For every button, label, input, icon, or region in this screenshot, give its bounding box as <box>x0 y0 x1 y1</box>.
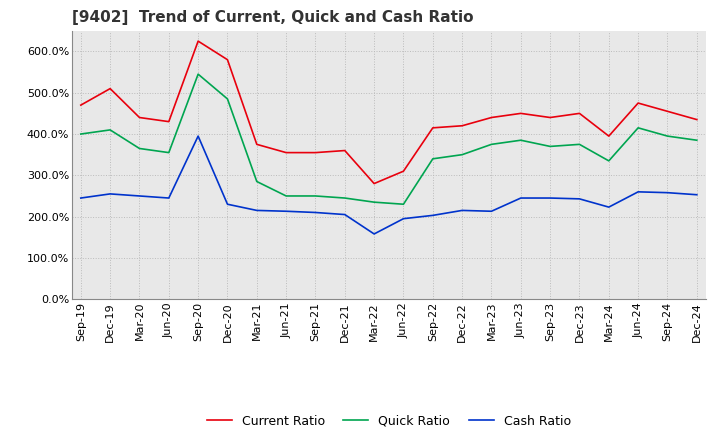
Current Ratio <box>546 115 554 120</box>
Quick Ratio <box>575 142 584 147</box>
Cash Ratio <box>370 231 379 237</box>
Current Ratio <box>311 150 320 155</box>
Line: Cash Ratio: Cash Ratio <box>81 136 697 234</box>
Quick Ratio <box>341 195 349 201</box>
Current Ratio <box>399 169 408 174</box>
Quick Ratio <box>458 152 467 158</box>
Quick Ratio <box>282 193 290 198</box>
Current Ratio <box>194 38 202 44</box>
Current Ratio <box>693 117 701 122</box>
Current Ratio <box>605 133 613 139</box>
Quick Ratio <box>223 96 232 102</box>
Cash Ratio <box>311 210 320 215</box>
Current Ratio <box>135 115 144 120</box>
Quick Ratio <box>546 144 554 149</box>
Current Ratio <box>106 86 114 91</box>
Quick Ratio <box>634 125 642 131</box>
Quick Ratio <box>399 202 408 207</box>
Current Ratio <box>487 115 496 120</box>
Cash Ratio <box>341 212 349 217</box>
Current Ratio <box>253 142 261 147</box>
Current Ratio <box>282 150 290 155</box>
Quick Ratio <box>487 142 496 147</box>
Cash Ratio <box>76 195 85 201</box>
Legend: Current Ratio, Quick Ratio, Cash Ratio: Current Ratio, Quick Ratio, Cash Ratio <box>202 410 576 433</box>
Cash Ratio <box>135 193 144 198</box>
Quick Ratio <box>76 132 85 137</box>
Cash Ratio <box>428 213 437 218</box>
Quick Ratio <box>693 138 701 143</box>
Current Ratio <box>341 148 349 153</box>
Current Ratio <box>370 181 379 186</box>
Quick Ratio <box>516 138 525 143</box>
Cash Ratio <box>634 189 642 194</box>
Quick Ratio <box>663 133 672 139</box>
Cash Ratio <box>194 133 202 139</box>
Cash Ratio <box>106 191 114 197</box>
Cash Ratio <box>663 190 672 195</box>
Cash Ratio <box>516 195 525 201</box>
Cash Ratio <box>253 208 261 213</box>
Cash Ratio <box>487 209 496 214</box>
Current Ratio <box>575 111 584 116</box>
Quick Ratio <box>428 156 437 161</box>
Quick Ratio <box>164 150 173 155</box>
Cash Ratio <box>223 202 232 207</box>
Current Ratio <box>164 119 173 124</box>
Current Ratio <box>76 103 85 108</box>
Quick Ratio <box>311 193 320 198</box>
Cash Ratio <box>399 216 408 221</box>
Cash Ratio <box>282 209 290 214</box>
Cash Ratio <box>546 195 554 201</box>
Current Ratio <box>223 57 232 62</box>
Current Ratio <box>634 100 642 106</box>
Quick Ratio <box>605 158 613 164</box>
Cash Ratio <box>458 208 467 213</box>
Text: [9402]  Trend of Current, Quick and Cash Ratio: [9402] Trend of Current, Quick and Cash … <box>72 11 474 26</box>
Line: Current Ratio: Current Ratio <box>81 41 697 183</box>
Quick Ratio <box>370 199 379 205</box>
Cash Ratio <box>693 192 701 198</box>
Quick Ratio <box>106 127 114 132</box>
Quick Ratio <box>194 72 202 77</box>
Current Ratio <box>458 123 467 128</box>
Current Ratio <box>663 109 672 114</box>
Quick Ratio <box>135 146 144 151</box>
Quick Ratio <box>253 179 261 184</box>
Current Ratio <box>428 125 437 131</box>
Cash Ratio <box>575 196 584 202</box>
Cash Ratio <box>605 205 613 210</box>
Line: Quick Ratio: Quick Ratio <box>81 74 697 204</box>
Cash Ratio <box>164 195 173 201</box>
Current Ratio <box>516 111 525 116</box>
